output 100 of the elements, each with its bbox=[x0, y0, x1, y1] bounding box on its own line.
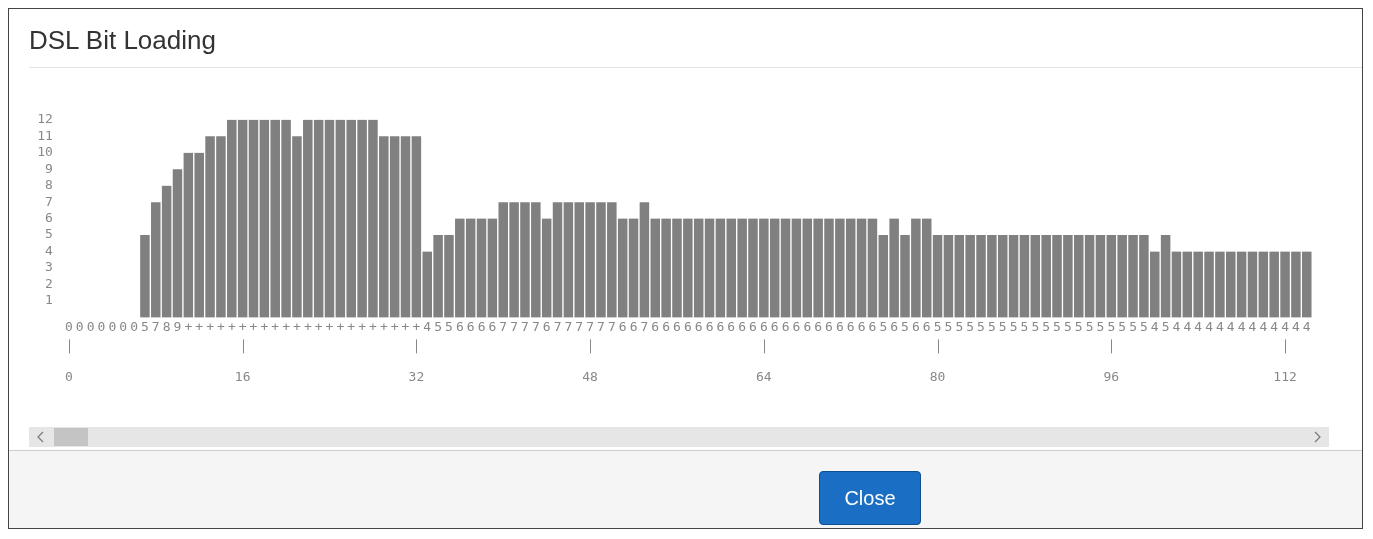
chart-title: DSL Bit Loading bbox=[29, 25, 216, 56]
data-label: 5 bbox=[445, 318, 453, 334]
data-label: 4 bbox=[1281, 318, 1290, 334]
data-label: 5 bbox=[944, 318, 953, 334]
data-label: 5 bbox=[434, 318, 443, 334]
data-label: 6 bbox=[911, 318, 920, 334]
y-tick-label: 7 bbox=[45, 193, 53, 209]
x-tick-label: 0 bbox=[65, 368, 73, 384]
data-label: + bbox=[401, 318, 410, 334]
data-label: + bbox=[271, 318, 280, 334]
data-label: + bbox=[325, 318, 334, 334]
x-tick-label: 48 bbox=[582, 368, 598, 384]
data-label: 5 bbox=[977, 318, 985, 334]
data-label: 4 bbox=[1248, 318, 1257, 334]
data-label: 6 bbox=[694, 318, 703, 334]
data-label: 6 bbox=[922, 318, 931, 334]
data-label: 7 bbox=[510, 318, 519, 334]
data-label: 6 bbox=[673, 318, 681, 334]
data-label: 7 bbox=[586, 318, 595, 334]
data-label: 7 bbox=[553, 318, 562, 334]
data-label: 7 bbox=[597, 318, 605, 334]
data-label: 5 bbox=[955, 318, 964, 334]
y-tick-label: 8 bbox=[45, 177, 53, 193]
data-label: 4 bbox=[1226, 318, 1235, 334]
data-label: 4 bbox=[1292, 318, 1300, 334]
data-label: 6 bbox=[770, 318, 779, 334]
data-label: 6 bbox=[727, 318, 736, 334]
y-tick-label: 2 bbox=[45, 275, 53, 291]
data-label: 6 bbox=[759, 318, 768, 334]
data-label: + bbox=[238, 318, 247, 334]
data-label: + bbox=[282, 318, 291, 334]
data-label: 7 bbox=[151, 318, 160, 334]
y-tick-label: 10 bbox=[37, 144, 53, 160]
data-label: 6 bbox=[542, 318, 551, 334]
data-label: 7 bbox=[531, 318, 540, 334]
y-tick-label: 11 bbox=[37, 127, 53, 143]
data-label: 7 bbox=[564, 318, 573, 334]
data-label: 6 bbox=[857, 318, 866, 334]
data-label: 5 bbox=[1063, 318, 1072, 334]
y-tick-label: 9 bbox=[45, 160, 53, 176]
data-label: + bbox=[347, 318, 356, 334]
data-label: 5 bbox=[1107, 318, 1116, 334]
x-tick-label: 96 bbox=[1103, 368, 1120, 384]
data-label: 7 bbox=[521, 318, 529, 334]
data-label: + bbox=[369, 318, 378, 334]
data-label: 6 bbox=[825, 318, 833, 334]
data-label: 6 bbox=[846, 318, 855, 334]
data-label: 7 bbox=[499, 318, 508, 334]
data-label: + bbox=[293, 318, 302, 334]
data-label: 5 bbox=[998, 318, 1007, 334]
data-label: 0 bbox=[130, 318, 138, 334]
y-tick-label: 3 bbox=[45, 259, 53, 275]
data-label: 5 bbox=[879, 318, 888, 334]
data-label: 8 bbox=[162, 318, 171, 334]
data-label: 4 bbox=[1205, 318, 1214, 334]
data-label: 0 bbox=[65, 318, 73, 334]
data-label: 6 bbox=[477, 318, 486, 334]
data-label: 4 bbox=[1194, 318, 1203, 334]
data-label: 6 bbox=[466, 318, 475, 334]
data-label: + bbox=[314, 318, 323, 334]
data-label: 7 bbox=[607, 318, 616, 334]
data-label: + bbox=[249, 318, 258, 334]
data-label: 0 bbox=[97, 318, 106, 334]
data-label: 9 bbox=[173, 318, 182, 334]
data-label: 5 bbox=[1139, 318, 1148, 334]
data-label: 5 bbox=[1085, 318, 1094, 334]
x-tick-label: 80 bbox=[929, 368, 946, 384]
data-label: 5 bbox=[901, 318, 909, 334]
data-label: + bbox=[379, 318, 388, 334]
data-label: 5 bbox=[1096, 318, 1105, 334]
y-tick-label: 4 bbox=[45, 242, 54, 258]
y-tick-label: 5 bbox=[45, 226, 53, 242]
data-label: + bbox=[336, 318, 345, 334]
data-label: 6 bbox=[488, 318, 497, 334]
data-label: 6 bbox=[651, 318, 660, 334]
data-label: 6 bbox=[455, 318, 464, 334]
data-label: 6 bbox=[749, 318, 757, 334]
data-label: 4 bbox=[1215, 318, 1224, 334]
data-label: 4 bbox=[1172, 318, 1181, 334]
data-label: + bbox=[303, 318, 312, 334]
data-label: 5 bbox=[1129, 318, 1137, 334]
data-label: + bbox=[217, 318, 226, 334]
data-label: 4 bbox=[1237, 318, 1246, 334]
data-label: 6 bbox=[792, 318, 801, 334]
data-label: 0 bbox=[75, 318, 84, 334]
data-label: 6 bbox=[683, 318, 692, 334]
data-label: 6 bbox=[716, 318, 725, 334]
data-label: 4 bbox=[423, 318, 432, 334]
data-label: 6 bbox=[803, 318, 812, 334]
data-label: 5 bbox=[1031, 318, 1040, 334]
data-label: + bbox=[206, 318, 215, 334]
data-label: 7 bbox=[575, 318, 584, 334]
data-label: 6 bbox=[738, 318, 747, 334]
data-label: 6 bbox=[890, 318, 899, 334]
data-label: 5 bbox=[141, 318, 149, 334]
data-label: 6 bbox=[835, 318, 844, 334]
x-tick-label: 112 bbox=[1273, 368, 1297, 384]
data-label: + bbox=[195, 318, 204, 334]
data-label: + bbox=[227, 318, 236, 334]
y-tick-label: 6 bbox=[45, 209, 53, 225]
